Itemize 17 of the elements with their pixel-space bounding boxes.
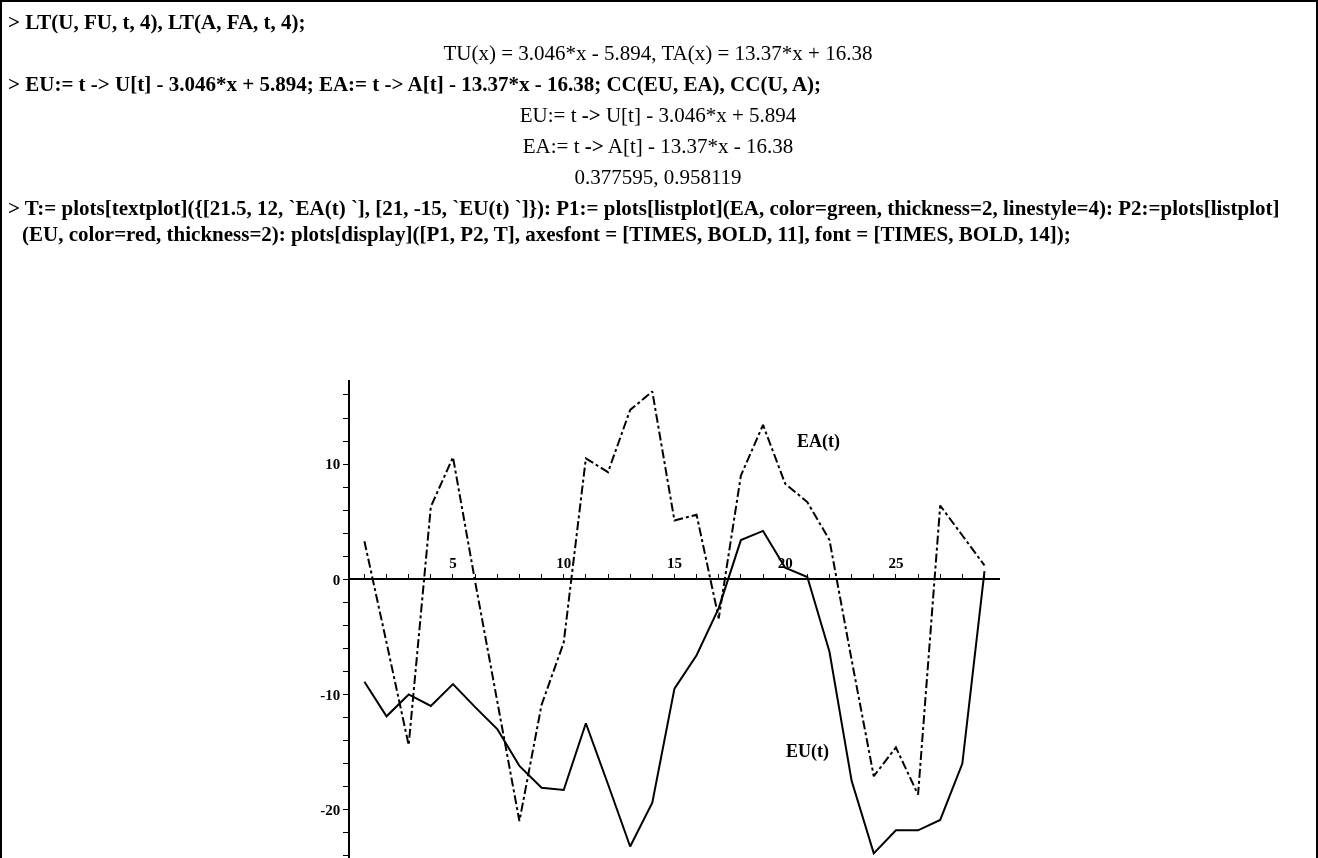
text: > T:= plots[textplot]({[21.5, 12, `EA(t) `], [21, -15, `EU(t) `]}): P1:= plots[listplot](EA, color=green, thickness=2, linestyle=4): P2:=plots[listplot](EU, color=red, thickness=2): plots[display]([P1, P2, T], axesfont = [TIMES, BOLD, 11], font = [TIMES, BOLD, 14]);	[8, 195, 1281, 247]
y-tick-label: -20	[320, 801, 341, 818]
text: EA:= t -> A[t] - 13.37*x - 16.38	[521, 133, 795, 159]
x-tick-label: 15	[666, 554, 682, 571]
text: EU:= t -> U[t] - 3.046*x + 5.894	[518, 102, 798, 128]
annotation: EU(t)	[786, 741, 829, 762]
text: 0.377595, 0.958119	[573, 164, 743, 190]
text: TU(x) = 3.046*x - 5.894, TA(x) = 13.37*x + 16.38	[442, 40, 874, 66]
y-tick-label: -10	[320, 686, 341, 703]
text: > LT(U, FU, t, 4), LT(A, FA, t, 4);	[8, 9, 307, 35]
x-tick-label: 5	[449, 554, 457, 571]
annotation: EA(t)	[797, 431, 840, 452]
text: > EU:= t -> U[t] - 3.046*x + 5.894; EA:= t -> A[t] - 13.37*x - 16.38; CC(EU, EA), CC(U, A);	[8, 71, 823, 97]
y-tick-label: 0	[332, 571, 341, 588]
x-tick-label: 25	[888, 554, 904, 571]
y-tick-label: 10	[325, 456, 341, 473]
x-tick-label: 10	[556, 554, 572, 571]
